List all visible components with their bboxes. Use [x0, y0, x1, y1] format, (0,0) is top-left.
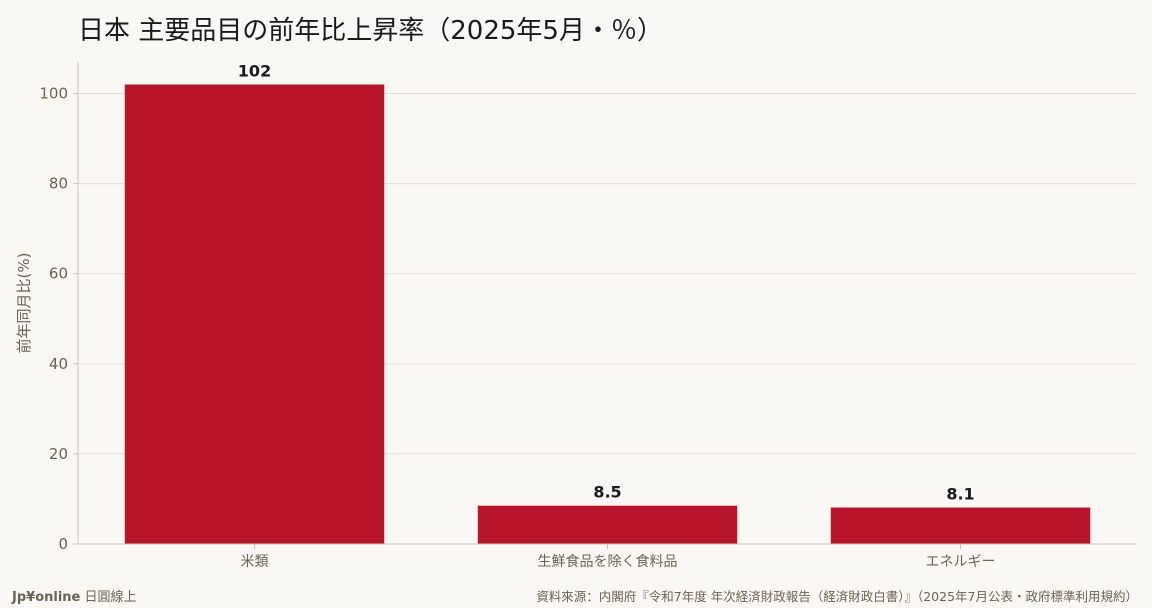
labels: 0 20 40 60 80 100 102 米類 8.5 生鮮食品を除く食料品 8.1 エネルギー 前年… [15, 62, 996, 570]
axes [73, 62, 1137, 549]
y-tick-label: 0 [58, 535, 68, 553]
brand-name: Jp¥online [12, 590, 81, 605]
x-tick-label: エネルギー [926, 554, 996, 570]
source-note: 資料來源：内閣府『令和7年度 年次経済財政報告（経済財政白書）』（2025年7月… [536, 589, 1138, 604]
data-label: 102 [238, 62, 271, 81]
data-label: 8.5 [593, 483, 621, 502]
data-label: 8.1 [946, 485, 974, 504]
y-tick-label: 80 [49, 175, 68, 193]
bar [830, 507, 1091, 544]
bar [124, 84, 385, 544]
x-tick-label: 生鮮食品を除く食料品 [538, 553, 678, 570]
footer-brand: Jp¥online 日圓線上 [12, 586, 137, 605]
chart-title: 日本 主要品目の前年比上昇率（2025年5月・％） [78, 16, 663, 46]
x-tick-label: 米類 [241, 554, 269, 570]
brand-subtitle: 日圓線上 [84, 590, 137, 605]
bar [477, 505, 738, 544]
y-axis-label: 前年同月比(%) [15, 253, 33, 354]
y-tick-label: 20 [49, 445, 68, 463]
bars [124, 84, 1091, 544]
y-tick-label: 60 [49, 265, 68, 283]
y-tick-label: 100 [39, 85, 68, 103]
y-tick-label: 40 [49, 355, 68, 373]
